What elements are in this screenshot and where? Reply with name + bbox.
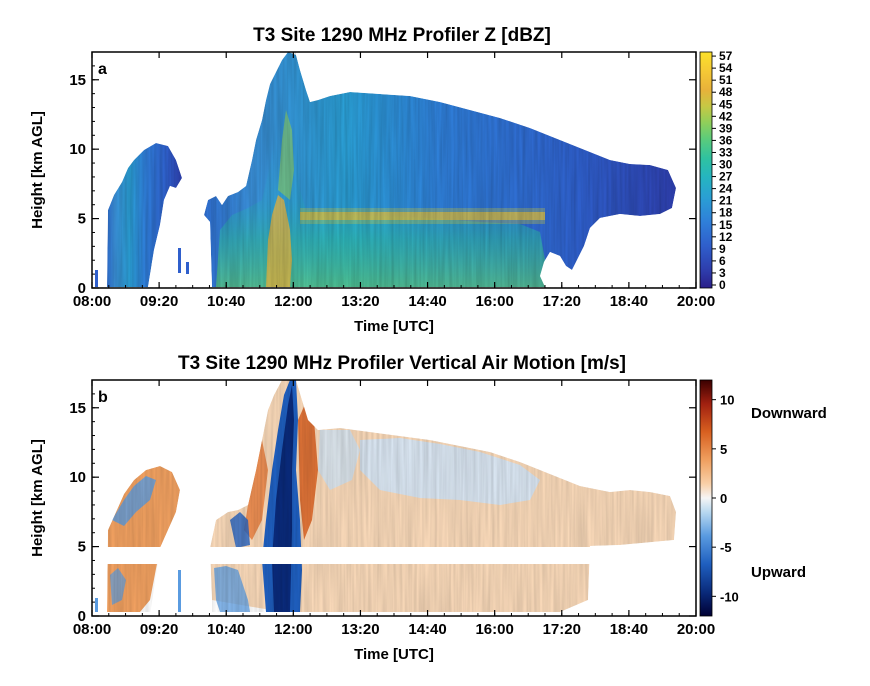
colorbar-tick-label: 51 (719, 73, 733, 87)
x-tick-label: 09:20 (140, 621, 178, 638)
x-tick-label: 14:40 (408, 621, 446, 638)
colorbar-tick-label: 12 (719, 230, 733, 244)
y-tick-label: 10 (69, 141, 86, 158)
panel-b: T3 Site 1290 MHz Profiler Vertical Air M… (29, 353, 827, 663)
panel-a-ylabel: Height [km AGL] (29, 111, 46, 229)
panel-a-colorbar (699, 51, 713, 289)
x-tick-label: 18:40 (610, 621, 648, 638)
colorbar-tick-label: 24 (719, 182, 733, 196)
x-tick-label: 17:20 (543, 621, 581, 638)
colorbar-tick-label: -5 (720, 540, 732, 555)
no-echo-mask (92, 52, 696, 287)
y-tick-label: 0 (78, 280, 86, 297)
colorbar-tick-label: -10 (720, 589, 739, 604)
colorbar-tick-label: 3 (719, 266, 726, 280)
colorbar-tick-label: 21 (719, 194, 733, 208)
colorbar-tick-label: 6 (719, 254, 726, 268)
x-tick-label: 09:20 (140, 293, 178, 310)
panel-b-ylabel: Height [km AGL] (29, 439, 46, 557)
x-tick-label: 14:40 (408, 293, 446, 310)
upward-label: Upward (751, 564, 806, 581)
y-tick-label: 5 (78, 211, 86, 228)
colorbar-tick-label: 18 (719, 206, 733, 220)
x-tick-label: 13:20 (341, 293, 379, 310)
panel-b-letter: b (98, 389, 108, 406)
colorbar-tick-label: 39 (719, 121, 733, 135)
colorbar-tick-label: 33 (719, 145, 733, 159)
x-tick-label: 10:40 (207, 293, 245, 310)
y-tick-label: 15 (69, 400, 86, 417)
x-tick-label: 20:00 (677, 621, 715, 638)
panel-a-axes: 08:00 09:20 10:40 12:00 13:20 14:40 16:00 17:20… (69, 51, 715, 310)
y-tick-label: 0 (78, 608, 86, 625)
panel-a-letter: a (98, 61, 107, 78)
colorbar-tick-label: 42 (719, 109, 733, 123)
colorbar-tick-label: 48 (719, 85, 733, 99)
x-tick-label: 08:00 (73, 621, 111, 638)
colorbar-tick-label: 27 (719, 170, 733, 184)
x-tick-label: 13:20 (341, 621, 379, 638)
panel-b-xlabel: Time [UTC] (354, 646, 434, 663)
y-tick-label: 15 (69, 72, 86, 89)
x-tick-label: 16:00 (475, 621, 513, 638)
panel-b-title: T3 Site 1290 MHz Profiler Vertical Air M… (178, 353, 626, 374)
panel-b-colorbar-ticks: 10 5 0 -5 -10 (712, 393, 739, 604)
colorbar-tick-label: 10 (720, 393, 734, 408)
panel-a-title: T3 Site 1290 MHz Profiler Z [dBZ] (253, 25, 551, 46)
colorbar-tick-label: 0 (719, 278, 726, 292)
colorbar-tick-label: 54 (719, 61, 733, 75)
x-tick-label: 12:00 (274, 621, 312, 638)
colorbar-tick-label: 45 (719, 97, 733, 111)
colorbar-tick-label: 36 (719, 133, 733, 147)
x-tick-label: 16:00 (475, 293, 513, 310)
x-tick-label: 17:20 (543, 293, 581, 310)
colorbar-tick-label: 0 (720, 491, 727, 506)
downward-label: Downward (751, 405, 827, 422)
y-tick-label: 10 (69, 469, 86, 486)
colorbar-tick-label: 5 (720, 442, 727, 457)
colorbar-tick-label: 15 (719, 218, 733, 232)
y-tick-label: 5 (78, 539, 86, 556)
colorbar-tick-label: 57 (719, 49, 733, 63)
panel-b-colorbar (699, 379, 713, 617)
x-tick-label: 10:40 (207, 621, 245, 638)
x-tick-label: 12:00 (274, 293, 312, 310)
panel-a-xlabel: Time [UTC] (354, 318, 434, 335)
panel-b-axes: 08:00 09:20 10:40 12:00 13:20 14:40 16:00 17:20… (69, 379, 715, 638)
panel-a: T3 Site 1290 MHz Profiler Z [dBZ] (29, 25, 733, 335)
colorbar-tick-label: 9 (719, 242, 726, 256)
x-tick-label: 18:40 (610, 293, 648, 310)
x-tick-label: 08:00 (73, 293, 111, 310)
colorbar-tick-label: 30 (719, 158, 733, 172)
x-tick-label: 20:00 (677, 293, 715, 310)
data-gap-band (93, 547, 695, 564)
